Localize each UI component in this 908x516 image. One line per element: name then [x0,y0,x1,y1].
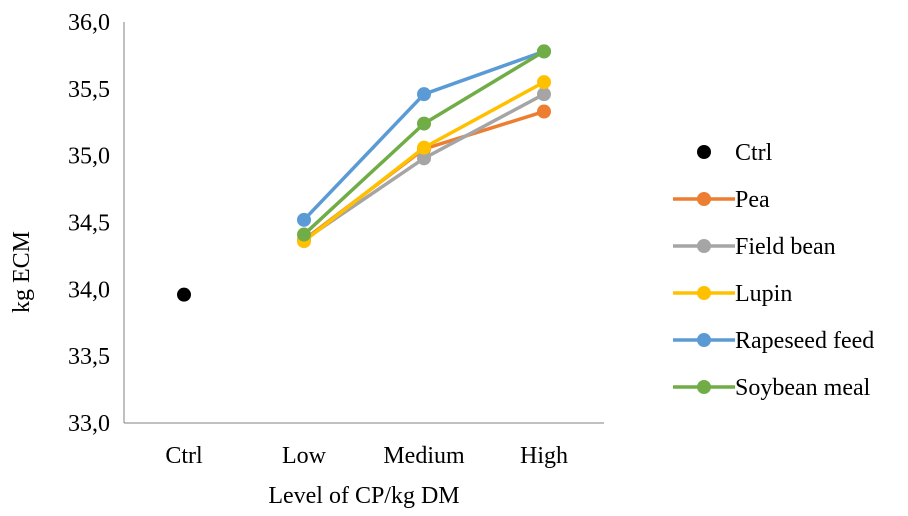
data-point-rapeseed-feed [417,87,431,102]
x-tick-label: Medium [383,443,465,469]
series-line-pea [302,109,546,242]
legend-label-lupin: Lupin [735,281,792,307]
y-tick-label: 35,0 [68,144,110,170]
y-tick-label: 36,0 [68,10,110,36]
legend-label-pea: Pea [735,187,770,213]
data-point-pea [537,104,551,119]
legend-marker-soybean-meal [697,380,711,394]
data-point-field-bean [417,151,431,166]
legend-marker-field-bean [697,239,711,253]
y-axis-title: kg ECM [9,231,35,313]
axes [123,22,604,424]
legend-marker-pea [697,192,711,206]
series-field-bean [297,87,551,247]
y-tick-label: 35,5 [68,77,110,103]
legend-label-soybean-meal: Soybean meal [735,375,871,401]
legend-label-field-bean: Field bean [735,234,836,260]
data-point-soybean-meal [417,116,431,131]
x-tick-label: High [520,443,568,469]
legend-item-lupin: Lupin [673,281,792,307]
series-line-rapeseed-feed [302,49,546,222]
data-point-lupin [417,140,431,155]
series-line-field-bean [302,92,546,242]
y-tick-label: 33,5 [68,344,110,370]
legend-marker-ctrl [697,145,711,159]
legend: Ctrl Pea Field bean Lupin Rapeseed feed Soybe… [673,140,874,401]
y-tick-label: 33,0 [68,411,110,437]
x-axis-title: Level of CP/kg DM [268,483,459,509]
legend-item-rapeseed-feed: Rapeseed feed [673,328,874,354]
legend-item-soybean-meal: Soybean meal [673,375,871,401]
data-point-soybean-meal [297,227,311,242]
legend-label-rapeseed-feed: Rapeseed feed [735,328,874,354]
series-soybean-meal [297,44,551,242]
data-point-ctrl [177,287,191,302]
legend-item-pea: Pea [673,187,770,213]
x-tick-label: Ctrl [165,443,203,469]
legend-item-field-bean: Field bean [673,234,836,260]
y-tick-label: 34,5 [68,211,110,237]
y-tick-label: 34,0 [68,277,110,303]
x-tick-labels: Ctrl Low Medium High [165,443,568,469]
series-group [177,44,551,302]
legend-label-ctrl: Ctrl [735,140,773,166]
series-ctrl [177,287,191,302]
y-tick-labels: 33,0 33,5 34,0 34,5 35,0 35,5 36,0 [68,10,110,437]
legend-item-ctrl: Ctrl [697,140,773,166]
x-tick-label: Low [282,443,327,469]
legend-marker-lupin [697,286,711,300]
data-point-soybean-meal [537,44,551,59]
data-point-lupin [537,75,551,90]
data-point-field-bean [537,87,551,102]
data-point-rapeseed-feed [297,212,311,227]
legend-marker-rapeseed-feed [697,333,711,347]
